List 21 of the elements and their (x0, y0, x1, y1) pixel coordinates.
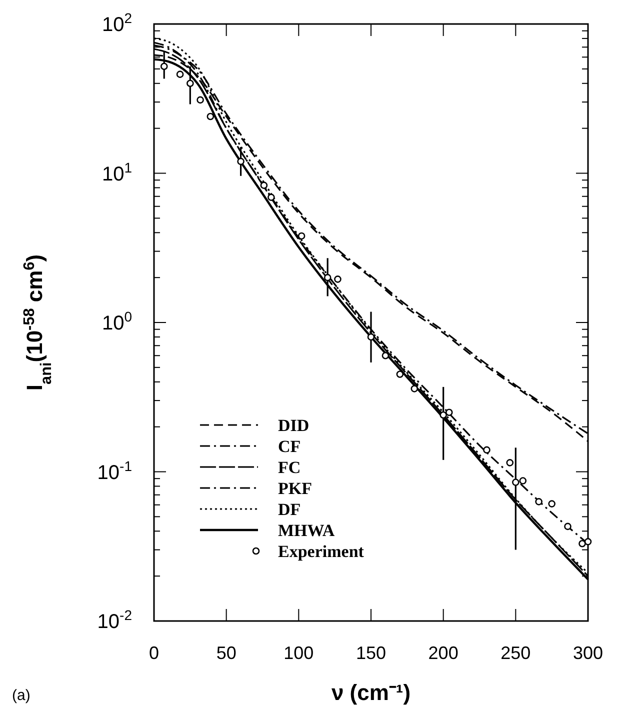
x-tick-label: 100 (284, 643, 314, 663)
x-tick-label: 250 (500, 643, 531, 663)
legend-label: PKF (278, 479, 312, 498)
x-tick-label: 150 (356, 643, 386, 663)
y-tick-label: 10$^{2}$ (102, 10, 132, 36)
legend-label: DF (278, 500, 301, 519)
legend-label: Experiment (278, 542, 364, 561)
legend-label: FC (278, 458, 301, 477)
legend-label: CF (278, 437, 301, 456)
y-tick-label: 10$^{0}$ (102, 308, 132, 334)
text: (a) (12, 687, 30, 704)
x-tick-label: 0 (148, 643, 160, 663)
x-tick-label: 200 (428, 643, 458, 663)
y-tick-label: 10$^{-1}$ (97, 458, 132, 484)
x-tick-label: 300 (572, 643, 604, 663)
x-axis-title: ν (cm⁻¹) (331, 680, 411, 705)
legend-label: MHWA (278, 521, 336, 540)
y-tick-label: 10$^{-2}$ (97, 607, 132, 633)
legend-label: DID (278, 416, 310, 435)
y-tick-label: 10$^{1}$ (102, 159, 132, 186)
x-tick-label: 50 (216, 643, 236, 663)
